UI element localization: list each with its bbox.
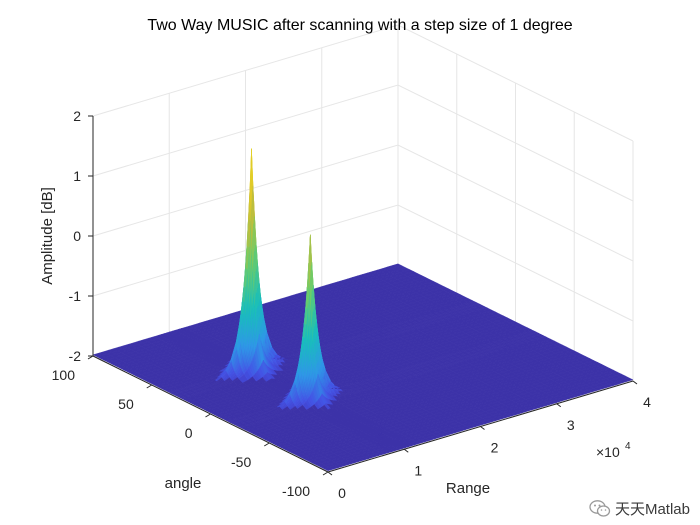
grid-line-z-0	[92, 24, 634, 142]
surface-layer	[92, 148, 634, 472]
grid-line-z-3	[92, 204, 634, 322]
grid-line-z-2	[92, 144, 634, 262]
grid-line-z-1	[92, 84, 634, 202]
